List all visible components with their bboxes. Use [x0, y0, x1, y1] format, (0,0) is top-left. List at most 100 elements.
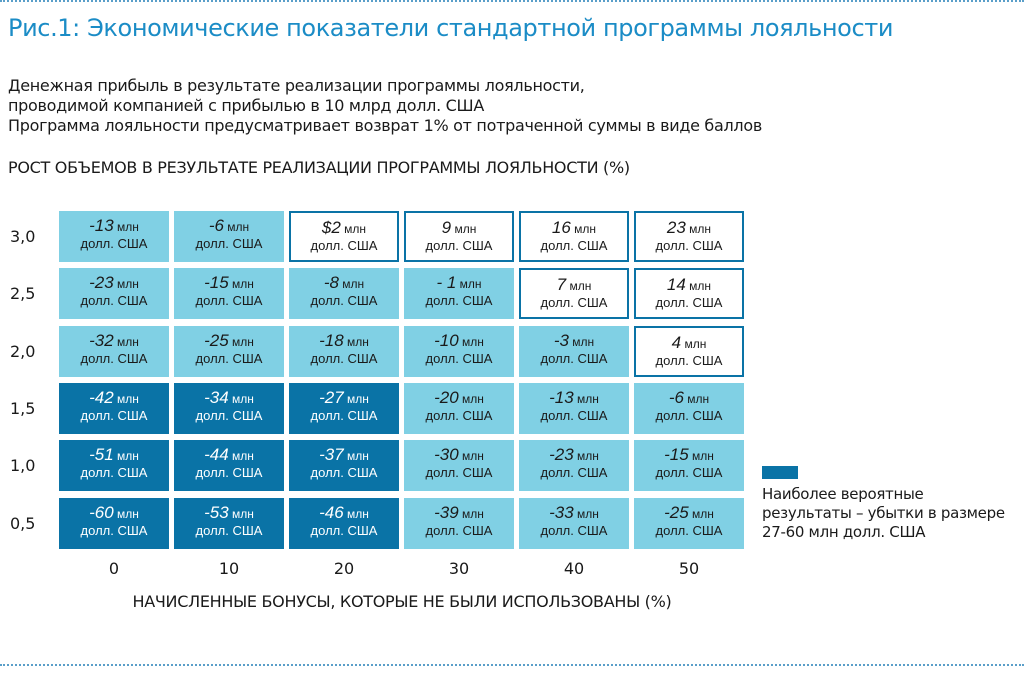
- top-dotted-rule: [0, 0, 1024, 2]
- cell-value: -3: [553, 331, 569, 350]
- heatmap-cell: -13 млн долл. США: [519, 383, 629, 434]
- heatmap-cell: -23 млн долл. США: [59, 268, 169, 319]
- cell-currency: долл. США: [425, 408, 493, 423]
- cell-unit: млн: [683, 392, 710, 406]
- heatmap-cell: -15 млн долл. США: [174, 268, 284, 319]
- legend-line-3: 27-60 млн долл. США: [762, 523, 926, 541]
- cell-unit: млн: [228, 392, 254, 406]
- cell-currency: долл. США: [195, 351, 263, 366]
- cell-currency: долл. США: [655, 408, 723, 423]
- x-tick-label: 50: [678, 559, 700, 578]
- cell-currency: долл. США: [655, 523, 723, 538]
- cell-unit: млн: [113, 277, 139, 291]
- cell-value: -13: [89, 216, 114, 235]
- x-tick-label: 10: [218, 559, 240, 578]
- heatmap-cell: -10 млн долл. США: [404, 326, 514, 377]
- heatmap-cell: -53 млн долл. США: [174, 498, 284, 549]
- cell-unit: млн: [681, 337, 707, 351]
- heatmap-cell: -8 млн долл. США: [289, 268, 399, 319]
- cell-currency: долл. США: [195, 408, 263, 423]
- cell-value: -27: [319, 388, 344, 407]
- heatmap-cell: -34 млн долл. США: [174, 383, 284, 434]
- cell-currency: долл. США: [540, 351, 608, 366]
- heatmap-cell: -33 млн долл. США: [519, 498, 629, 549]
- cell-currency: долл. США: [195, 523, 263, 538]
- cell-currency: долл. США: [655, 295, 723, 310]
- heatmap-cell: -37 млн долл. США: [289, 440, 399, 491]
- heatmap-cell: 16 млн долл. США: [519, 211, 629, 262]
- heatmap-cell: -15 млн долл. США: [634, 440, 744, 491]
- cell-unit: млн: [113, 220, 139, 234]
- heatmap-cell: -44 млн долл. США: [174, 440, 284, 491]
- cell-value: -23: [549, 445, 574, 464]
- cell-value: 7: [556, 275, 567, 294]
- subtitle-line-3: Программа лояльности предусматривает воз…: [8, 116, 762, 135]
- cell-value: -42: [89, 388, 114, 407]
- cell-value: - 1: [436, 273, 457, 292]
- cell-currency: долл. США: [80, 236, 148, 251]
- cell-value: 23: [666, 218, 686, 237]
- cell-unit: млн: [688, 507, 714, 521]
- cell-value: -25: [204, 331, 229, 350]
- cell-unit: млн: [113, 335, 139, 349]
- cell-unit: млн: [113, 507, 139, 521]
- cell-currency: долл. США: [80, 465, 148, 480]
- cell-currency: долл. США: [540, 408, 608, 423]
- heatmap-cell: -60 млн долл. США: [59, 498, 169, 549]
- cell-currency: долл. США: [540, 523, 608, 538]
- heatmap-cell: -13 млн долл. США: [59, 211, 169, 262]
- cell-value: -34: [204, 388, 229, 407]
- cell-currency: долл. США: [310, 465, 378, 480]
- cell-currency: долл. США: [195, 465, 263, 480]
- cell-unit: млн: [685, 279, 712, 293]
- cell-currency: долл. США: [310, 293, 378, 308]
- heatmap-cell: 23 млн долл. США: [634, 211, 744, 262]
- cell-currency: долл. США: [195, 236, 263, 251]
- x-axis-title: НАЧИСЛЕННЫЕ БОНУСЫ, КОТОРЫЕ НЕ БЫЛИ ИСПО…: [132, 592, 672, 611]
- heatmap-cell: 9 млн долл. США: [404, 211, 514, 262]
- figure-title: Рис.1: Экономические показатели стандарт…: [8, 14, 894, 42]
- cell-value: -10: [434, 331, 459, 350]
- cell-currency: долл. США: [540, 295, 608, 310]
- heatmap-cell: -6 млн долл. США: [634, 383, 744, 434]
- cell-unit: млн: [688, 449, 714, 463]
- cell-currency: долл. США: [655, 238, 723, 253]
- cell-currency: долл. США: [425, 523, 493, 538]
- heatmap-cell: -27 млн долл. США: [289, 383, 399, 434]
- cell-unit: млн: [573, 392, 599, 406]
- legend-text: Наиболее вероятные результаты – убытки в…: [762, 485, 1020, 542]
- cell-value: -15: [204, 273, 229, 292]
- cell-value: -13: [549, 388, 574, 407]
- x-tick-label: 20: [333, 559, 355, 578]
- heatmap-cell: -23 млн долл. США: [519, 440, 629, 491]
- cell-unit: млн: [456, 277, 482, 291]
- cell-value: -37: [319, 445, 344, 464]
- cell-currency: долл. США: [540, 238, 608, 253]
- y-tick-label: 2,0: [10, 342, 36, 361]
- heatmap-cell: -32 млн долл. США: [59, 326, 169, 377]
- cell-unit: млн: [343, 335, 369, 349]
- cell-unit: млн: [458, 392, 484, 406]
- cell-unit: млн: [228, 277, 254, 291]
- cell-currency: долл. США: [425, 465, 493, 480]
- y-tick-label: 1,0: [10, 456, 36, 475]
- cell-currency: долл. США: [540, 465, 608, 480]
- cell-unit: млн: [685, 222, 712, 236]
- cell-unit: млн: [343, 392, 369, 406]
- heatmap-cell: -51 млн долл. США: [59, 440, 169, 491]
- cell-value: -23: [89, 273, 114, 292]
- cell-value: -39: [434, 503, 459, 522]
- heatmap-cell: -20 млн долл. США: [404, 383, 514, 434]
- cell-unit: млн: [343, 507, 369, 521]
- cell-currency: долл. США: [425, 238, 493, 253]
- heatmap-cell: -6 млн долл. США: [174, 211, 284, 262]
- cell-currency: долл. США: [425, 351, 493, 366]
- cell-value: -33: [549, 503, 574, 522]
- x-tick-label: 30: [448, 559, 470, 578]
- cell-currency: долл. США: [195, 293, 263, 308]
- cell-value: -32: [89, 331, 114, 350]
- heatmap-cell: -46 млн долл. США: [289, 498, 399, 549]
- cell-unit: млн: [223, 220, 250, 234]
- cell-currency: долл. США: [80, 408, 148, 423]
